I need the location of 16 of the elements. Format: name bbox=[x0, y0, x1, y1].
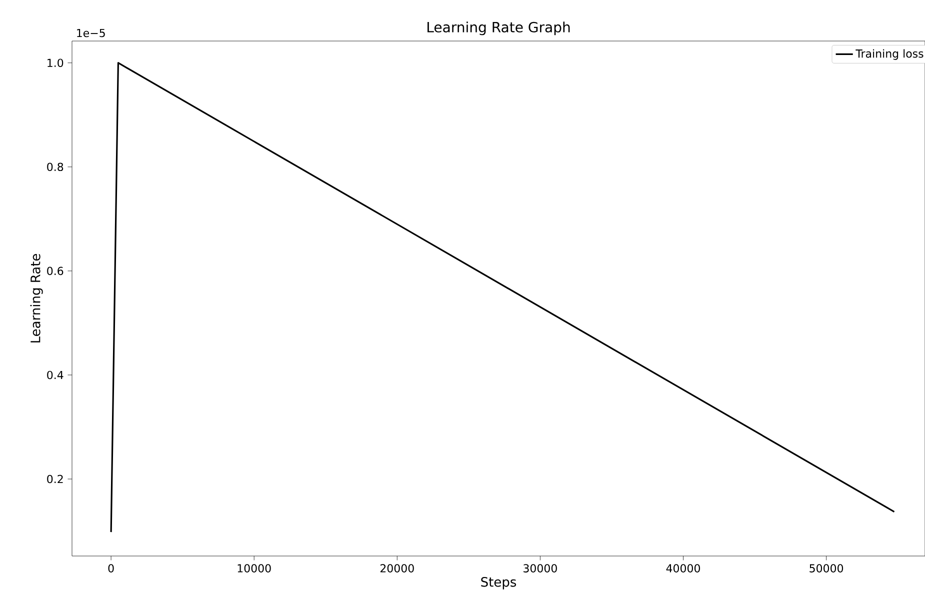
x-tick-label: 10000 bbox=[238, 564, 271, 572]
x-tick-label: 50000 bbox=[810, 564, 844, 572]
y-tick-label: 0.8 bbox=[47, 162, 64, 172]
y-axis-title: Learning Rate bbox=[30, 254, 43, 342]
y-tick-label: 0.4 bbox=[47, 370, 64, 380]
x-tick-label: 20000 bbox=[380, 564, 414, 572]
y-tick-label: 1.0 bbox=[48, 58, 64, 68]
y-tick-label: 0.2 bbox=[47, 474, 63, 484]
y-tick-label: 0.6 bbox=[47, 266, 64, 276]
text: 1e−5 bbox=[77, 28, 105, 38]
x-tick-label: 40000 bbox=[666, 564, 700, 572]
x-tick-label: 30000 bbox=[524, 564, 557, 572]
x-axis-title: Steps bbox=[481, 576, 516, 590]
x-tick-label: 0 bbox=[108, 564, 114, 572]
chart-title: Learning Rate Graph bbox=[428, 22, 570, 36]
legend-label: Training loss bbox=[856, 49, 924, 60]
